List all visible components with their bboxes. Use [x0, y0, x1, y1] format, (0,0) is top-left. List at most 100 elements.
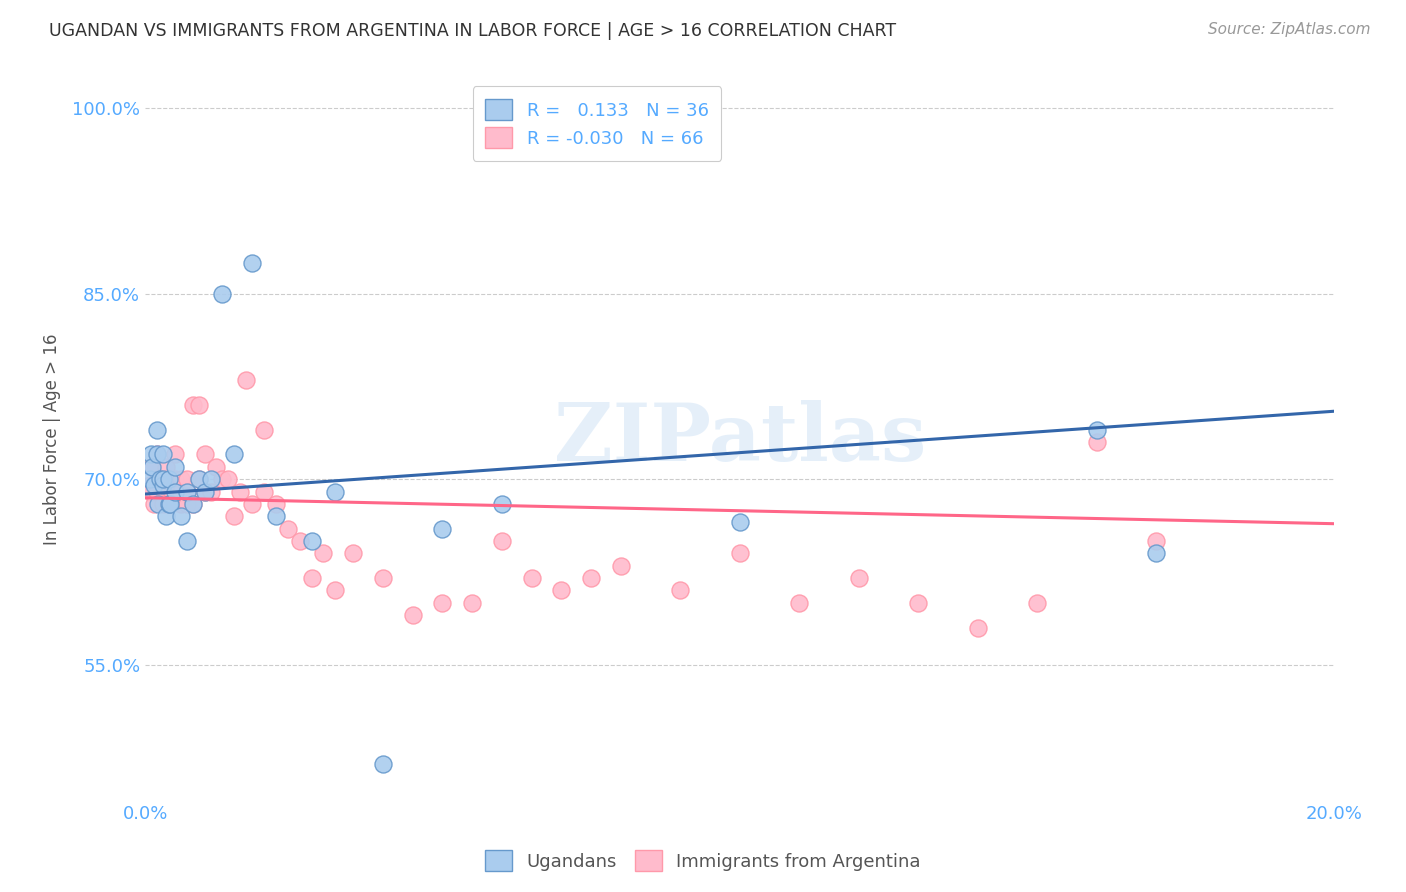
Point: [152, 448, 174, 462]
Point: [181, 497, 204, 511]
Point: [200, 484, 222, 499]
Point: [139, 448, 162, 462]
Point: [170, 472, 193, 486]
Point: [371, 756, 394, 771]
Point: [146, 423, 169, 437]
Point: [160, 484, 183, 499]
Point: [579, 571, 602, 585]
Point: [728, 546, 751, 560]
Point: [176, 472, 198, 486]
Point: [152, 472, 174, 486]
Point: [1026, 596, 1049, 610]
Point: [139, 459, 162, 474]
Point: [157, 497, 180, 511]
Point: [461, 596, 484, 610]
Point: [148, 497, 170, 511]
Point: [143, 497, 166, 511]
Point: [163, 448, 186, 462]
Point: [155, 509, 177, 524]
Legend: Ugandans, Immigrants from Argentina: Ugandans, Immigrants from Argentina: [478, 843, 928, 879]
Point: [288, 534, 311, 549]
Point: [163, 484, 186, 499]
Point: [146, 484, 169, 499]
Point: [550, 583, 572, 598]
Point: [155, 459, 177, 474]
Point: [139, 472, 162, 486]
Text: UGANDAN VS IMMIGRANTS FROM ARGENTINA IN LABOR FORCE | AGE > 16 CORRELATION CHART: UGANDAN VS IMMIGRANTS FROM ARGENTINA IN …: [49, 22, 897, 40]
Point: [229, 484, 252, 499]
Point: [152, 472, 174, 486]
Point: [669, 583, 692, 598]
Point: [1085, 435, 1108, 450]
Point: [152, 472, 174, 486]
Point: [264, 509, 287, 524]
Point: [146, 472, 169, 486]
Point: [157, 497, 180, 511]
Point: [163, 484, 186, 499]
Point: [253, 423, 276, 437]
Point: [143, 478, 166, 492]
Point: [181, 398, 204, 412]
Point: [491, 497, 513, 511]
Point: [240, 497, 263, 511]
Point: [240, 256, 263, 270]
Point: [146, 448, 169, 462]
Point: [264, 497, 287, 511]
Text: ZIPatlas: ZIPatlas: [554, 400, 927, 478]
Point: [211, 472, 233, 486]
Text: Source: ZipAtlas.com: Source: ZipAtlas.com: [1208, 22, 1371, 37]
Point: [152, 478, 174, 492]
Point: [301, 571, 323, 585]
Point: [139, 484, 162, 499]
Point: [163, 472, 186, 486]
Point: [277, 522, 299, 536]
Point: [325, 484, 347, 499]
Point: [224, 509, 246, 524]
Point: [181, 497, 204, 511]
Point: [170, 484, 193, 499]
Point: [342, 546, 364, 560]
Point: [848, 571, 870, 585]
Point: [966, 621, 988, 635]
Point: [176, 484, 198, 499]
Point: [193, 484, 215, 499]
Point: [157, 497, 180, 511]
Point: [157, 472, 180, 486]
Point: [141, 459, 163, 474]
Point: [787, 596, 810, 610]
Point: [217, 472, 239, 486]
Point: [728, 516, 751, 530]
Point: [1085, 423, 1108, 437]
Point: [610, 558, 633, 573]
Point: [520, 571, 543, 585]
Point: [163, 459, 186, 474]
Point: [432, 596, 454, 610]
Point: [149, 472, 172, 486]
Point: [1144, 534, 1167, 549]
Point: [187, 472, 209, 486]
Point: [235, 373, 257, 387]
Point: [176, 484, 198, 499]
Legend: R =   0.133   N = 36, R = -0.030   N = 66: R = 0.133 N = 36, R = -0.030 N = 66: [472, 87, 721, 161]
Point: [157, 472, 180, 486]
Point: [325, 583, 347, 598]
Point: [907, 596, 929, 610]
Point: [301, 534, 323, 549]
Point: [224, 448, 246, 462]
Point: [253, 484, 276, 499]
Point: [211, 286, 233, 301]
Point: [1144, 546, 1167, 560]
Point: [176, 534, 198, 549]
Point: [149, 472, 172, 486]
Point: [152, 497, 174, 511]
Point: [491, 534, 513, 549]
Point: [193, 448, 215, 462]
Point: [176, 497, 198, 511]
Point: [139, 478, 162, 492]
Point: [205, 459, 228, 474]
Point: [170, 509, 193, 524]
Point: [170, 497, 193, 511]
Point: [159, 497, 181, 511]
Point: [371, 571, 394, 585]
Point: [187, 398, 209, 412]
